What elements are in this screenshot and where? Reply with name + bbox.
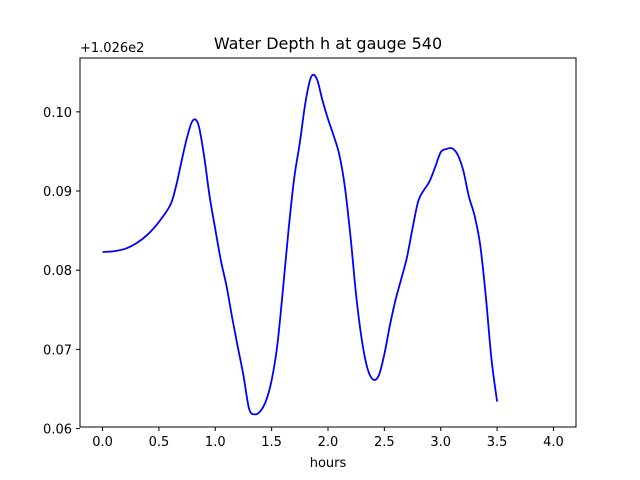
- data-point: [468, 196, 470, 198]
- data-point: [367, 368, 369, 370]
- data-point: [260, 410, 262, 412]
- data-point: [457, 154, 459, 156]
- data-point: [102, 251, 104, 253]
- data-point: [395, 299, 397, 301]
- x-tick-label: 4.0: [543, 435, 564, 450]
- data-point: [355, 295, 357, 297]
- data-point: [243, 375, 245, 377]
- data-point: [192, 120, 194, 122]
- x-tick-label: 0.0: [92, 435, 113, 450]
- data-point: [214, 228, 216, 230]
- data-point: [440, 151, 442, 153]
- data-point: [372, 379, 374, 381]
- data-point: [491, 358, 493, 360]
- data-point: [271, 379, 273, 381]
- data-point: [361, 339, 363, 341]
- data-point: [496, 401, 498, 403]
- x-axis-ticks: 0.0 0.5 1.0 1.5 2.0 2.5 3.0 3.5 4.0: [92, 427, 564, 450]
- data-point: [412, 227, 414, 229]
- data-point: [158, 221, 160, 223]
- y-tick-label: 0.08: [43, 264, 72, 279]
- data-point: [417, 201, 419, 203]
- y-tick-label: 0.07: [43, 343, 72, 358]
- data-point: [434, 166, 436, 168]
- data-point: [186, 136, 188, 138]
- data-point: [474, 215, 476, 217]
- data-point: [226, 285, 228, 287]
- y-offset-label: +1.026e2: [80, 41, 144, 56]
- data-point: [147, 234, 149, 236]
- data-point: [220, 260, 222, 262]
- data-point: [333, 135, 335, 137]
- data-point: [479, 244, 481, 246]
- data-point: [169, 204, 171, 206]
- y-tick-label: 0.09: [43, 185, 72, 200]
- data-point: [485, 296, 487, 298]
- x-tick-label: 3.0: [430, 435, 451, 450]
- y-tick-label: 0.06: [43, 423, 72, 438]
- data-point: [451, 147, 453, 149]
- data-point: [299, 142, 301, 144]
- data-point: [310, 76, 312, 78]
- data-point: [389, 324, 391, 326]
- x-tick-label: 2.0: [318, 435, 339, 450]
- data-point: [338, 154, 340, 156]
- data-point: [400, 278, 402, 280]
- data-point: [113, 250, 115, 252]
- data-point: [231, 317, 233, 319]
- data-point: [282, 289, 284, 291]
- data-point: [248, 408, 250, 410]
- data-point: [406, 257, 408, 259]
- data-point: [175, 186, 177, 188]
- data-point: [288, 229, 290, 231]
- data-point: [209, 196, 211, 198]
- data-point: [265, 400, 267, 402]
- data-point: [384, 353, 386, 355]
- data-point: [316, 78, 318, 80]
- data-point: [350, 236, 352, 238]
- x-axis-label: hours: [310, 456, 347, 471]
- x-tick-label: 1.0: [205, 435, 226, 450]
- series-line: [102, 73, 498, 416]
- data-point: [124, 248, 126, 250]
- data-point: [136, 242, 138, 244]
- data-point: [462, 170, 464, 172]
- data-point: [446, 148, 448, 150]
- data-point: [237, 346, 239, 348]
- x-tick-label: 1.5: [261, 435, 282, 450]
- y-axis-ticks: 0.06 0.07 0.08 0.09 0.10: [43, 106, 80, 438]
- data-point: [181, 161, 183, 163]
- data-point: [276, 345, 278, 347]
- data-point: [198, 124, 200, 126]
- data-point: [344, 186, 346, 188]
- data-point: [327, 118, 329, 120]
- y-tick-label: 0.10: [43, 106, 72, 121]
- plot-area-frame: [79, 57, 577, 428]
- data-point: [203, 155, 205, 157]
- data-point: [305, 102, 307, 104]
- data-point: [293, 178, 295, 180]
- x-tick-label: 2.5: [374, 435, 395, 450]
- data-point: [254, 414, 256, 416]
- chart-title: Water Depth h at gauge 540: [214, 34, 442, 53]
- data-point: [378, 375, 380, 377]
- data-point: [429, 181, 431, 183]
- data-point: [322, 99, 324, 101]
- x-tick-label: 0.5: [149, 435, 170, 450]
- x-tick-label: 3.5: [487, 435, 508, 450]
- data-point: [423, 189, 425, 191]
